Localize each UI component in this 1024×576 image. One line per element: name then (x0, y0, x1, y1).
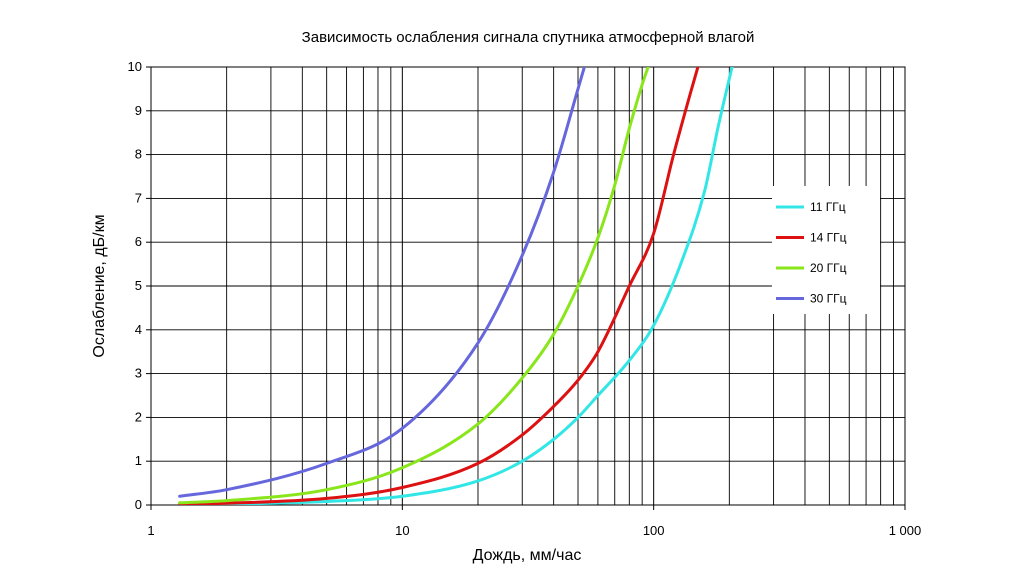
series-layer (178, 67, 734, 505)
y-tick-label: 0 (135, 497, 142, 512)
series-line-1 (178, 67, 734, 505)
legend: 11 ГГц 14 ГГц 20 ГГц 30 ГГц (772, 186, 880, 314)
y-tick-label: 5 (135, 278, 142, 293)
x-tick-label: 1 (147, 523, 154, 538)
y-tick-label: 9 (135, 103, 142, 118)
y-tick-label: 7 (135, 190, 142, 205)
y-tick-label: 3 (135, 366, 142, 381)
y-axis-ticks: 0 1 2 3 4 5 6 7 8 9 10 (128, 59, 151, 512)
legend-label-2: 14 ГГц (810, 231, 847, 245)
x-tick-label: 1 000 (889, 523, 922, 538)
legend-items: 11 ГГц 14 ГГц 20 ГГц 30 ГГц (776, 200, 847, 306)
y-tick-label: 6 (135, 234, 142, 249)
y-tick-label: 10 (128, 59, 142, 74)
x-axis-label: Дождь, мм/час (473, 547, 582, 564)
chart-title: Зависимость ослабления сигнала спутника … (301, 29, 755, 46)
x-axis-ticks: 1 10 100 1 000 (147, 505, 921, 538)
y-tick-label: 1 (135, 453, 142, 468)
series-line-3 (178, 67, 650, 505)
x-tick-label: 10 (395, 523, 409, 538)
y-axis-label: Ослабление, дБ/км (91, 214, 108, 357)
y-tick-label: 8 (135, 147, 142, 162)
legend-label-4: 30 ГГц (810, 292, 847, 306)
x-tick-label: 100 (643, 523, 665, 538)
series-line-2 (178, 67, 700, 505)
series-line-4 (178, 67, 586, 498)
legend-label-1: 11 ГГц (810, 200, 846, 214)
legend-label-3: 20 ГГц (810, 261, 847, 275)
y-tick-label: 4 (135, 322, 142, 337)
grid (151, 67, 905, 505)
y-tick-label: 2 (135, 409, 142, 424)
